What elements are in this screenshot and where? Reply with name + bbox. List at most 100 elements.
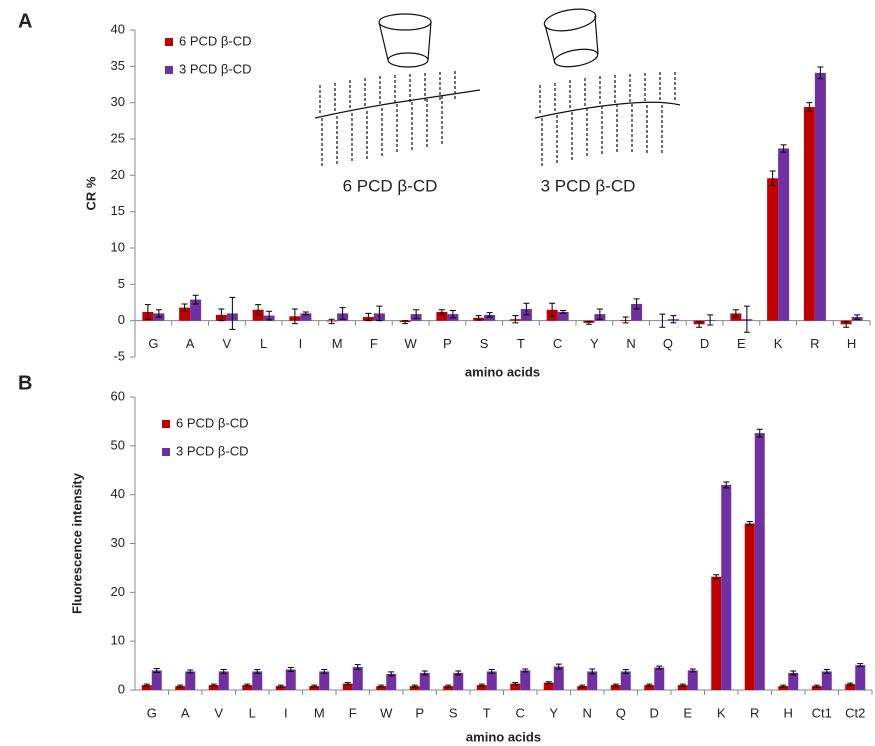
figure: A -5 0 5 10 15 20 25 30 35 40 CR % amino acids G A V L I M… <box>0 0 875 746</box>
x-tick-label: S <box>480 336 489 351</box>
x-tick-label: C <box>516 705 525 720</box>
legend-label: 3 PCD β-CD <box>179 61 251 76</box>
x-tick-label: T <box>483 705 491 720</box>
x-tick-label: V <box>223 336 232 351</box>
x-tick-label: R <box>750 705 759 720</box>
bar <box>152 670 162 690</box>
bar <box>688 670 698 690</box>
x-tick-label: L <box>249 705 256 720</box>
y-tick-label: 60 <box>111 388 125 403</box>
bar <box>621 671 631 690</box>
x-tick-label: Q <box>663 336 673 351</box>
bar <box>778 148 789 320</box>
x-tick-label: P <box>443 336 452 351</box>
x-tick-label: E <box>737 336 746 351</box>
y-tick-label: 25 <box>111 130 125 145</box>
x-tick-label: I <box>299 336 303 351</box>
bar <box>654 668 664 690</box>
x-tick-label: M <box>332 336 343 351</box>
bar <box>855 665 865 690</box>
x-tick-label: D <box>650 705 659 720</box>
x-tick-label: A <box>186 336 195 351</box>
bar <box>815 73 826 321</box>
x-tick-label: G <box>147 705 157 720</box>
bar <box>219 671 229 690</box>
y-tick-label: 30 <box>111 535 125 550</box>
x-tick-label: D <box>700 336 709 351</box>
x-tick-label: R <box>810 336 819 351</box>
x-tick-label: H <box>847 336 856 351</box>
y-tick-label: 20 <box>111 167 125 182</box>
bar <box>185 671 195 690</box>
y-tick-label: 50 <box>111 437 125 452</box>
error-bar <box>744 306 750 332</box>
y-tick-label: 15 <box>111 203 125 218</box>
bar <box>745 523 755 690</box>
legend-label: 3 PCD β-CD <box>176 443 248 458</box>
panel-label: B <box>18 372 32 394</box>
legend-swatch <box>165 66 173 74</box>
x-tick-label: H <box>784 705 793 720</box>
bar <box>453 673 463 690</box>
x-tick-label: Ct2 <box>845 705 865 720</box>
bar <box>804 107 815 321</box>
y-tick-label: 5 <box>118 276 125 291</box>
legend-swatch <box>162 420 170 428</box>
bar <box>420 673 430 690</box>
x-tick-label: T <box>517 336 525 351</box>
x-tick-label: M <box>314 705 325 720</box>
y-tick-label: 10 <box>111 239 125 254</box>
x-tick-label: Q <box>616 705 626 720</box>
legend-swatch <box>162 448 170 456</box>
y-axis-title: CR % <box>83 176 98 210</box>
x-tick-label: I <box>284 705 288 720</box>
bar <box>487 671 497 690</box>
x-tick-label: Y <box>590 336 599 351</box>
x-axis-title: amino acids <box>465 364 540 379</box>
bar <box>554 667 564 690</box>
x-tick-label: N <box>583 705 592 720</box>
annotation: 6 PCD β-CD <box>343 176 438 195</box>
x-tick-label: C <box>553 336 562 351</box>
x-tick-label: K <box>774 336 783 351</box>
panel-label: A <box>18 10 32 32</box>
y-tick-label: 20 <box>111 584 125 599</box>
error-bar <box>670 316 676 323</box>
x-tick-label: V <box>214 705 223 720</box>
legend-label: 6 PCD β-CD <box>179 33 251 48</box>
annotation: 3 PCD β-CD <box>541 176 636 195</box>
y-tick-label: 30 <box>111 94 125 109</box>
x-tick-label: E <box>683 705 692 720</box>
y-tick-label: 40 <box>111 486 125 501</box>
legend-swatch <box>165 38 173 46</box>
x-tick-label: K <box>717 705 726 720</box>
error-bar <box>656 666 662 669</box>
bar <box>788 673 798 690</box>
legend-label: 6 PCD β-CD <box>176 415 248 430</box>
bar <box>252 671 262 690</box>
x-tick-label: F <box>370 336 378 351</box>
bar <box>353 667 363 690</box>
bar <box>711 577 721 690</box>
bar <box>286 669 296 690</box>
x-tick-label: G <box>148 336 158 351</box>
x-tick-label: W <box>404 336 417 351</box>
x-tick-label: Y <box>549 705 558 720</box>
y-tick-label: -5 <box>113 348 125 363</box>
illustration <box>315 6 680 168</box>
x-tick-label: N <box>626 336 635 351</box>
x-tick-label: S <box>449 705 458 720</box>
bar <box>822 671 832 690</box>
bar <box>520 670 530 690</box>
x-tick-label: L <box>260 336 267 351</box>
bar <box>767 178 778 320</box>
x-tick-label: Ct1 <box>812 705 832 720</box>
x-tick-label: W <box>380 705 393 720</box>
x-tick-label: A <box>181 705 190 720</box>
y-tick-label: 0 <box>118 681 125 696</box>
error-bar <box>586 321 592 324</box>
bar <box>721 485 731 690</box>
y-tick-label: 40 <box>111 21 125 36</box>
x-tick-label: F <box>349 705 357 720</box>
y-tick-label: 35 <box>111 58 125 73</box>
